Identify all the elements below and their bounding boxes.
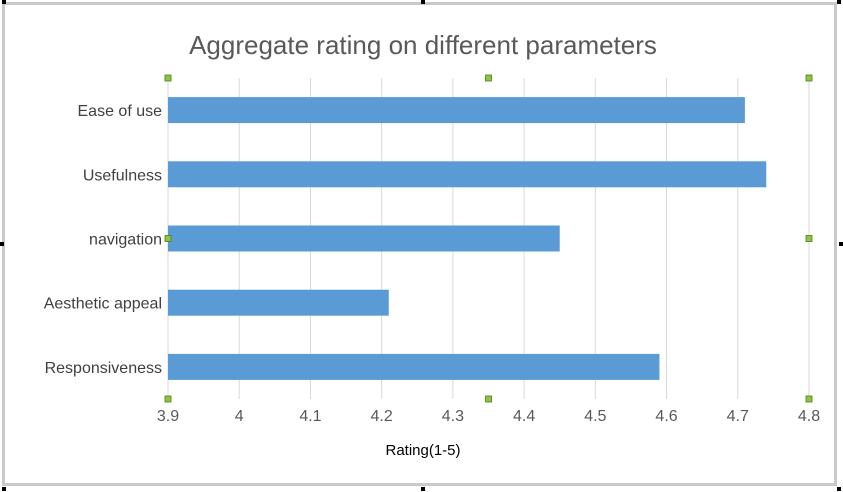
bar [168,289,389,316]
frame-resize-handle[interactable] [2,0,6,4]
frame-resize-handle[interactable] [421,487,425,491]
frame-resize-handle[interactable] [0,242,4,246]
frame-resize-handle[interactable] [421,0,425,4]
category-label: Ease of use [78,103,163,120]
plot-resize-handle[interactable] [805,395,813,403]
x-tick-label: 4.4 [513,408,535,425]
category-label: Aesthetic appeal [44,296,162,313]
plot-resize-handle[interactable] [485,395,492,403]
x-tick-label: 3.9 [157,408,179,425]
bar [168,225,560,252]
plot-resize-handle[interactable] [164,235,172,242]
category-label: Responsiveness [45,360,162,377]
x-axis-title: Rating(1-5) [385,442,460,459]
category-label: Usefulness [83,167,162,184]
bar [168,161,767,188]
x-tick-label: 4.3 [442,408,464,425]
frame-resize-handle[interactable] [837,487,841,491]
x-tick-label: 4.1 [299,408,321,425]
plot-resize-handle[interactable] [485,74,492,82]
x-tick-label: 4 [235,408,244,425]
plot-resize-handle[interactable] [164,395,172,403]
category-label: navigation [89,232,162,249]
plot-resize-handle[interactable] [164,74,172,82]
plot-resize-handle[interactable] [805,235,813,242]
x-tick-label: 4.5 [584,408,606,425]
x-tick-label: 4.7 [727,408,749,425]
frame-resize-handle[interactable] [2,487,6,491]
frame-resize-handle[interactable] [839,242,843,246]
chart-title: Aggregate rating on different parameters [189,30,657,60]
bar [168,353,660,380]
bar [168,97,745,124]
x-tick-labels: 3.9 4 4.1 4.2 4.3 4.4 4.5 4.6 4.7 4.8 [157,408,820,425]
plot-resize-handle[interactable] [805,74,813,82]
x-tick-label: 4.2 [371,408,393,425]
x-tick-label: 4.8 [798,408,820,425]
frame-resize-handle[interactable] [837,0,841,4]
bars [168,97,767,380]
plot-selection-handles[interactable] [164,74,813,403]
category-labels: Ease of use Usefulness navigation Aesthetic… [44,103,162,377]
x-tick-label: 4.6 [655,408,677,425]
